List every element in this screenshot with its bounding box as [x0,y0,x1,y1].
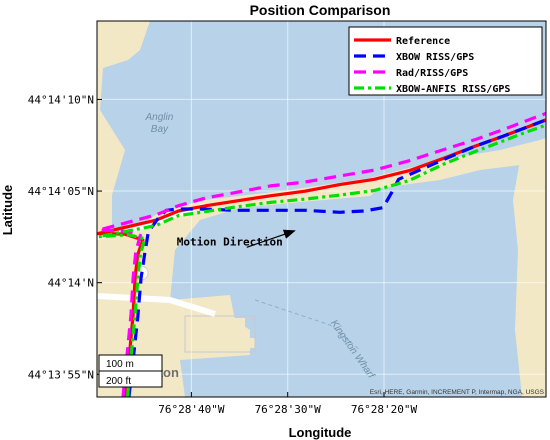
legend-label: XBOW RISS/GPS [396,52,474,63]
dock-structures [184,315,256,353]
legend: Reference XBOW RISS/GPS Rad/RISS/GPS XBOW-A… [348,26,543,96]
series-line-rad-riss-gps [97,111,546,397]
y-tick-label: 44°14'05"N [28,185,94,198]
land-east [513,150,546,397]
motion-direction-label: Motion Direction [177,235,283,248]
x-tick-label: 76°28'30"W [255,403,322,416]
legend-box [348,26,543,96]
road [97,293,216,317]
scale-bar: 100 m 200 ft [98,354,163,388]
wharf-line [254,299,361,351]
land-southwest [97,138,546,397]
x-axis-ticks: 76°28'40"W 76°28'30"W 76°28'20"W [158,392,417,416]
legend-label: XBOW-ANFIS RISS/GPS [396,84,510,95]
series-group [97,111,546,397]
y-tick-label: 44°14'10"N [28,93,94,106]
plot-frame [96,20,547,398]
legend-label: Reference [396,36,450,47]
y-axis-label: Latitude [0,185,15,236]
series-line-xbow-anfis-riss-gps [97,123,546,397]
map-label: Anglin Bay [145,112,174,135]
chart-title: Position Comparison [250,2,391,18]
scale-bar-imperial: 200 ft [106,376,131,387]
series-line-reference [97,118,546,397]
y-axis-ticks: 44°14'10"N 44°14'05"N 44°14'N 44°13'55"N [28,93,102,381]
x-axis-label: Longitude [289,425,352,440]
legend-label: Rad/RISS/GPS [396,68,468,79]
y-tick-label: 44°13'55"N [28,368,94,381]
land-northwest [97,21,150,238]
scale-bar-metric: 100 m [106,359,134,370]
map-attribution: Esri, HERE, Garmin, INCREMENT P, Interma… [370,389,545,396]
pier [185,318,245,328]
x-tick-label: 76°28'40"W [158,403,225,416]
y-tick-label: 44°14'N [48,277,94,290]
motion-annotation: Motion Direction [177,229,296,248]
motion-direction-arrow [246,229,296,248]
pier [185,338,255,348]
x-tick-label: 76°28'20"W [351,403,418,416]
